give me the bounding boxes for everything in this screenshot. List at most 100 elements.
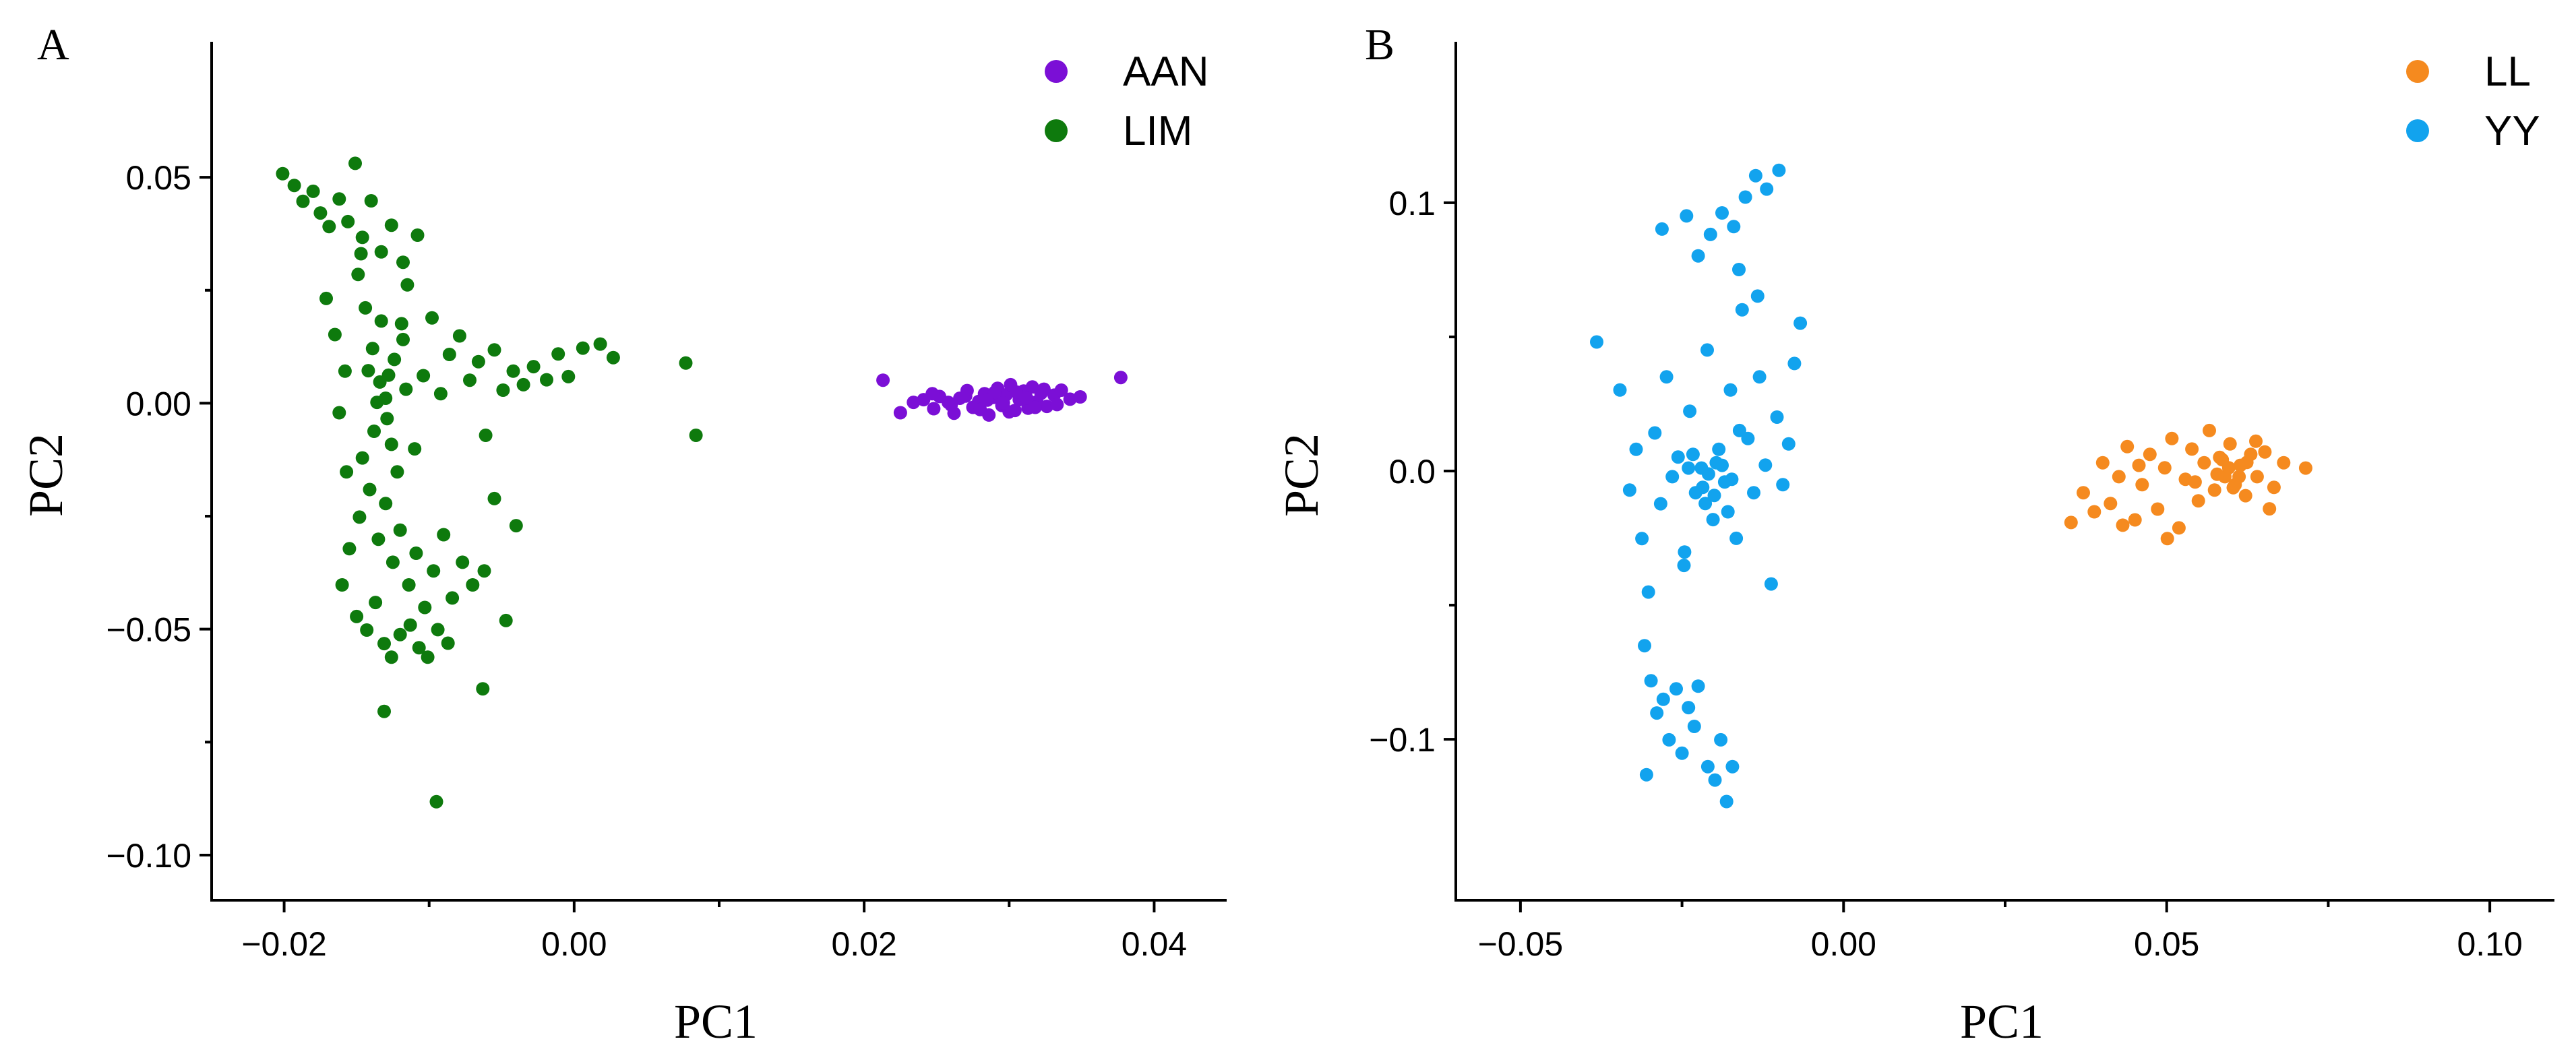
data-point-aan	[1010, 385, 1023, 399]
y-axis-title: PC2	[1275, 433, 1328, 517]
data-point-yy	[1700, 343, 1714, 357]
data-point-yy	[1719, 794, 1734, 809]
data-point-yy	[1648, 426, 1662, 440]
data-point-aan	[1020, 391, 1034, 405]
data-point-lim	[442, 348, 456, 361]
data-point-ll	[2120, 439, 2135, 453]
data-point-yy	[1776, 478, 1790, 492]
data-point-ll	[2160, 532, 2174, 546]
data-point-lim	[374, 314, 388, 328]
x-tick-label: −0.02	[241, 925, 327, 963]
data-point-lim	[313, 206, 328, 220]
data-point-yy	[1659, 370, 1674, 384]
data-point-lim	[431, 623, 445, 637]
data-point-lim	[355, 230, 369, 245]
data-point-yy	[1656, 692, 1670, 706]
data-point-lim	[487, 343, 501, 357]
x-tick-label: 0.02	[831, 925, 896, 963]
data-point-yy	[1687, 720, 1701, 733]
data-point-yy	[1748, 168, 1762, 183]
data-point-lim	[487, 491, 501, 505]
data-point-lim	[421, 650, 435, 664]
data-point-lim	[437, 528, 451, 542]
data-point-ll	[2064, 515, 2078, 530]
data-point-yy	[1641, 585, 1655, 599]
data-point-yy	[1703, 227, 1717, 241]
data-point-lim	[593, 337, 607, 351]
data-point-lim	[379, 392, 393, 405]
data-point-lim	[365, 342, 379, 356]
data-point-ll	[2249, 434, 2263, 448]
data-point-yy	[1747, 486, 1760, 500]
data-point-yy	[1708, 773, 1722, 787]
legend-entry: LL	[2406, 49, 2531, 95]
x-tick-label: −0.05	[1478, 925, 1564, 963]
data-point-lim	[496, 383, 510, 397]
data-point-lim	[540, 373, 553, 387]
data-point-lim	[328, 327, 342, 342]
data-point-lim	[386, 555, 400, 569]
data-point-ll	[2077, 486, 2090, 500]
data-point-yy	[1700, 759, 1715, 774]
data-point-lim	[360, 623, 374, 637]
axis-frame	[210, 42, 1227, 902]
data-point-lim	[429, 794, 443, 809]
data-point-aan	[907, 396, 921, 410]
data-point-lim	[338, 364, 352, 378]
data-point-lim	[396, 332, 410, 346]
data-point-yy	[1682, 461, 1696, 475]
data-point-lim	[418, 600, 432, 615]
data-point-ll	[2132, 458, 2146, 472]
data-point-yy	[1738, 190, 1752, 204]
data-point-lim	[332, 192, 346, 206]
x-tick-label: 0.10	[2457, 925, 2522, 963]
legend: AAN LIM	[1045, 49, 1208, 154]
data-point-lim	[412, 641, 426, 655]
data-point-yy	[1677, 559, 1691, 573]
data-point-lim	[402, 578, 416, 592]
y-tick-label: −0.1	[1369, 721, 1436, 759]
y-tick-label: −0.05	[106, 611, 191, 649]
data-point-ll	[2116, 518, 2130, 532]
data-point-aan	[1050, 398, 1064, 412]
data-point-lim	[410, 228, 425, 242]
data-point-aan	[1073, 390, 1087, 404]
data-point-lim	[499, 613, 513, 627]
data-point-ll	[2226, 480, 2240, 495]
data-point-yy	[1781, 437, 1796, 451]
data-point-yy	[1770, 410, 1784, 424]
data-point-aan	[927, 402, 941, 416]
data-point-lim	[561, 369, 576, 383]
data-point-yy	[1638, 639, 1651, 653]
data-point-ll	[2104, 497, 2118, 511]
data-point-yy	[1706, 513, 1720, 527]
data-point-ll	[2238, 489, 2252, 503]
data-point-aan	[981, 393, 994, 407]
data-point-yy	[1758, 458, 1773, 472]
data-point-yy	[1752, 370, 1767, 384]
data-point-ll	[2165, 431, 2179, 445]
data-point-yy	[1698, 497, 1713, 511]
data-point-lim	[425, 311, 439, 325]
data-point-yy	[1725, 759, 1740, 774]
data-point-yy	[1653, 497, 1667, 511]
data-point-lim	[394, 317, 408, 331]
data-point-lim	[427, 564, 441, 578]
data-point-lim	[384, 650, 398, 664]
data-point-lim	[452, 329, 466, 343]
data-point-lim	[399, 382, 413, 396]
data-point-lim	[363, 482, 377, 497]
data-point-lim	[400, 278, 415, 292]
data-point-yy	[1678, 545, 1692, 559]
data-point-lim	[409, 546, 423, 560]
data-point-ll	[2267, 480, 2281, 495]
data-point-ll	[2191, 494, 2205, 508]
panel-b: B −0.05 0.00 0.05 0.10 −0.1 0.0 0.1 PC1 PC2 L…	[1275, 20, 2554, 1049]
legend-entry: AAN	[1045, 49, 1208, 95]
data-point-lim	[371, 532, 386, 546]
data-point-yy	[1715, 458, 1729, 472]
data-point-ll	[2135, 478, 2149, 492]
data-point-lim	[477, 564, 491, 578]
data-point-yy	[1686, 447, 1700, 462]
data-point-lim	[446, 591, 460, 605]
